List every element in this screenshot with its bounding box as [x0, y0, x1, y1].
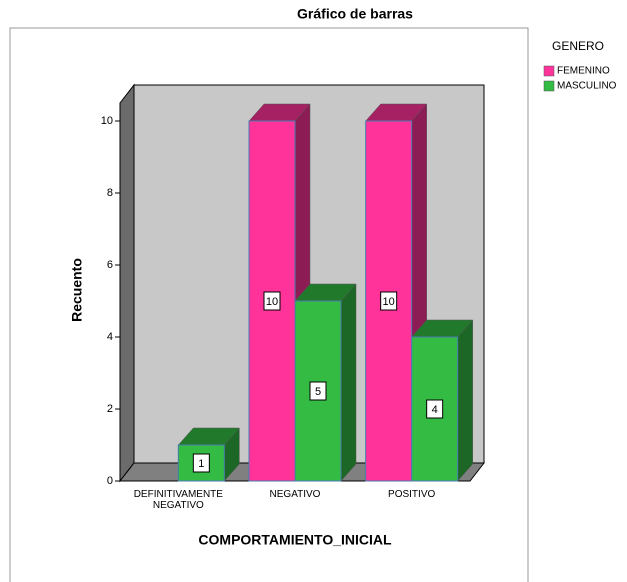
data-label: 5 — [315, 386, 321, 398]
legend-swatch — [543, 65, 555, 77]
left-wall — [119, 83, 135, 483]
bar-side — [457, 319, 473, 482]
legend-swatch — [543, 80, 555, 92]
legend-label: MASCULINO — [557, 81, 617, 92]
bar-side — [340, 283, 357, 482]
legend-title: GENERO — [552, 39, 604, 53]
label-box — [192, 453, 210, 473]
label-box — [380, 291, 398, 311]
label-box — [426, 399, 444, 419]
data-label: 1 — [198, 458, 204, 470]
x-tick-label: DEFINITIVAMENTE NEGATIVO — [133, 489, 223, 511]
x-tick-label: POSITIVO — [388, 489, 436, 500]
data-label: 10 — [266, 296, 278, 308]
label-box — [309, 381, 327, 401]
chart-title: Gráfico de barras — [297, 6, 413, 22]
x-tick-label: NEGATIVO — [269, 489, 321, 500]
y-tick-label: 2 — [107, 403, 113, 415]
data-label: 10 — [383, 296, 395, 308]
y-tick-label: 0 — [107, 475, 113, 487]
y-tick-label: 8 — [107, 187, 113, 199]
frame — [9, 27, 529, 582]
y-tick-label: 6 — [107, 259, 113, 271]
label-box — [263, 291, 281, 311]
y-tick-label: 4 — [107, 331, 113, 343]
y-axis-title: Recuento — [69, 258, 85, 322]
data-label: 4 — [432, 404, 438, 416]
y-tick-label: 10 — [101, 115, 113, 127]
x-axis-title: COMPORTAMIENTO_INICIAL — [198, 532, 392, 548]
legend-label: FEMENINO — [557, 66, 610, 77]
